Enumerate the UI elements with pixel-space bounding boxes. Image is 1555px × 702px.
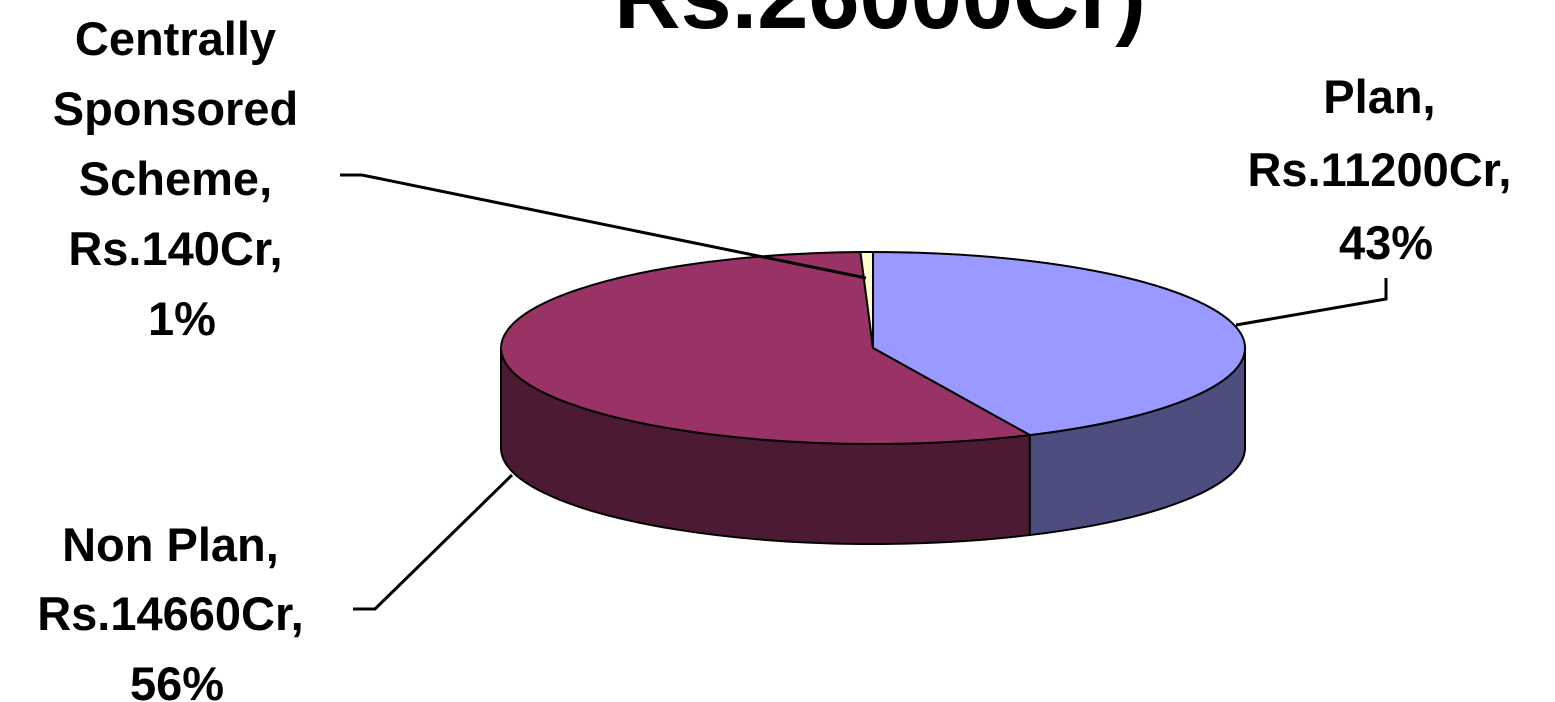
slice-label-line: Scheme, (79, 152, 272, 205)
slice-label-centrally-sponsored: Centrally Sponsored Scheme, Rs.140Cr, 1% (53, 12, 312, 345)
slice-label-plan: Plan, Rs.11200Cr, 43% (1247, 70, 1524, 269)
slice-label-line: 43% (1339, 216, 1433, 269)
slice-label-line: Plan, (1323, 70, 1435, 123)
leader-line-non-plan (353, 473, 514, 611)
slice-label-line: 1% (148, 292, 216, 345)
slice-label-non-plan: Non Plan, Rs.14660Cr, 56% (37, 518, 317, 702)
chart-title: Rs.26000Cr) (614, 0, 1146, 48)
slice-label-line: 56% (130, 657, 224, 702)
slice-label-line: Rs.11200Cr, (1247, 143, 1511, 196)
slice-label-line: Centrally (75, 12, 276, 65)
pie-slice-plan (872, 251, 1246, 437)
slice-label-line: Rs.140Cr, (68, 222, 282, 275)
slice-label-line: Rs.14660Cr, (37, 587, 304, 640)
leader-line-centrally-sponsored (340, 173, 867, 280)
pie-tops (500, 250, 1246, 445)
slice-label-line: Non Plan, (62, 518, 279, 571)
pie-slice-non-plan (500, 251, 1031, 445)
slice-label-line: Sponsored (53, 82, 298, 135)
leader-line-plan (1235, 278, 1388, 327)
